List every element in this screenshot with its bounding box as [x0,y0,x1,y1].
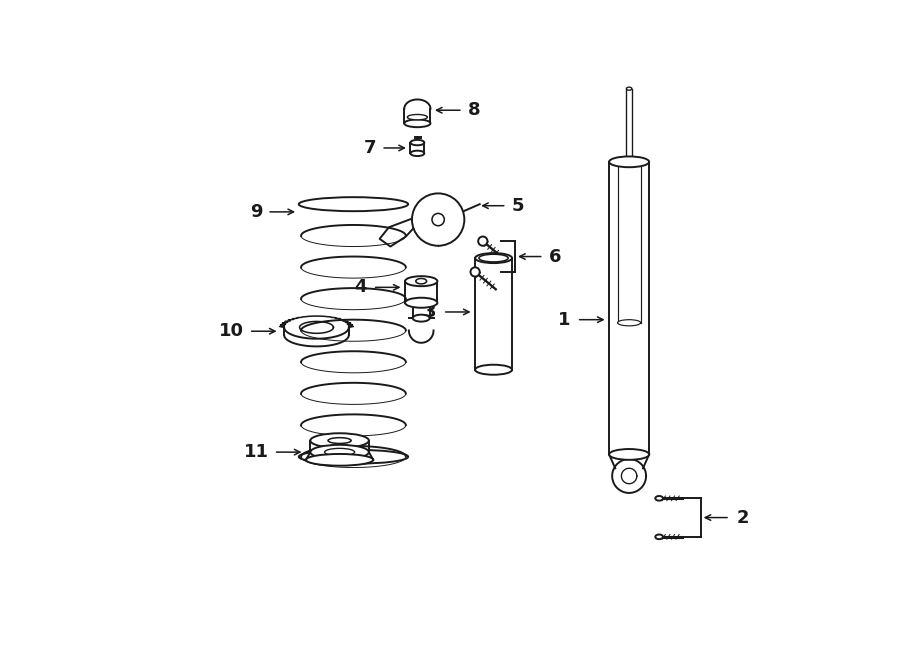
Text: 7: 7 [364,139,376,157]
Ellipse shape [626,87,632,90]
Circle shape [478,236,488,246]
Ellipse shape [310,433,369,448]
Ellipse shape [655,496,663,500]
Text: 8: 8 [467,101,480,119]
Ellipse shape [475,253,512,263]
Text: 4: 4 [354,278,366,297]
Ellipse shape [405,298,437,308]
Ellipse shape [405,276,437,286]
Ellipse shape [299,449,408,464]
Ellipse shape [609,449,649,460]
Ellipse shape [410,151,424,156]
Ellipse shape [416,279,427,284]
Text: 3: 3 [424,303,436,321]
Text: 11: 11 [244,443,269,461]
Circle shape [471,267,480,277]
Text: 9: 9 [250,203,263,221]
Ellipse shape [408,115,427,120]
Ellipse shape [655,534,663,539]
Ellipse shape [609,156,649,167]
Text: 1: 1 [558,310,571,328]
Ellipse shape [299,197,408,211]
Circle shape [412,193,464,246]
Ellipse shape [310,445,369,459]
Ellipse shape [325,448,355,456]
Ellipse shape [413,314,429,322]
Ellipse shape [306,454,373,465]
Ellipse shape [617,320,641,326]
Ellipse shape [328,438,351,444]
Ellipse shape [475,365,512,375]
Ellipse shape [410,140,424,145]
Circle shape [432,213,445,226]
Text: 6: 6 [549,248,562,265]
Ellipse shape [404,119,430,127]
Text: 5: 5 [512,197,525,214]
Text: 2: 2 [736,508,749,526]
Ellipse shape [479,254,508,262]
Text: 10: 10 [219,322,244,340]
